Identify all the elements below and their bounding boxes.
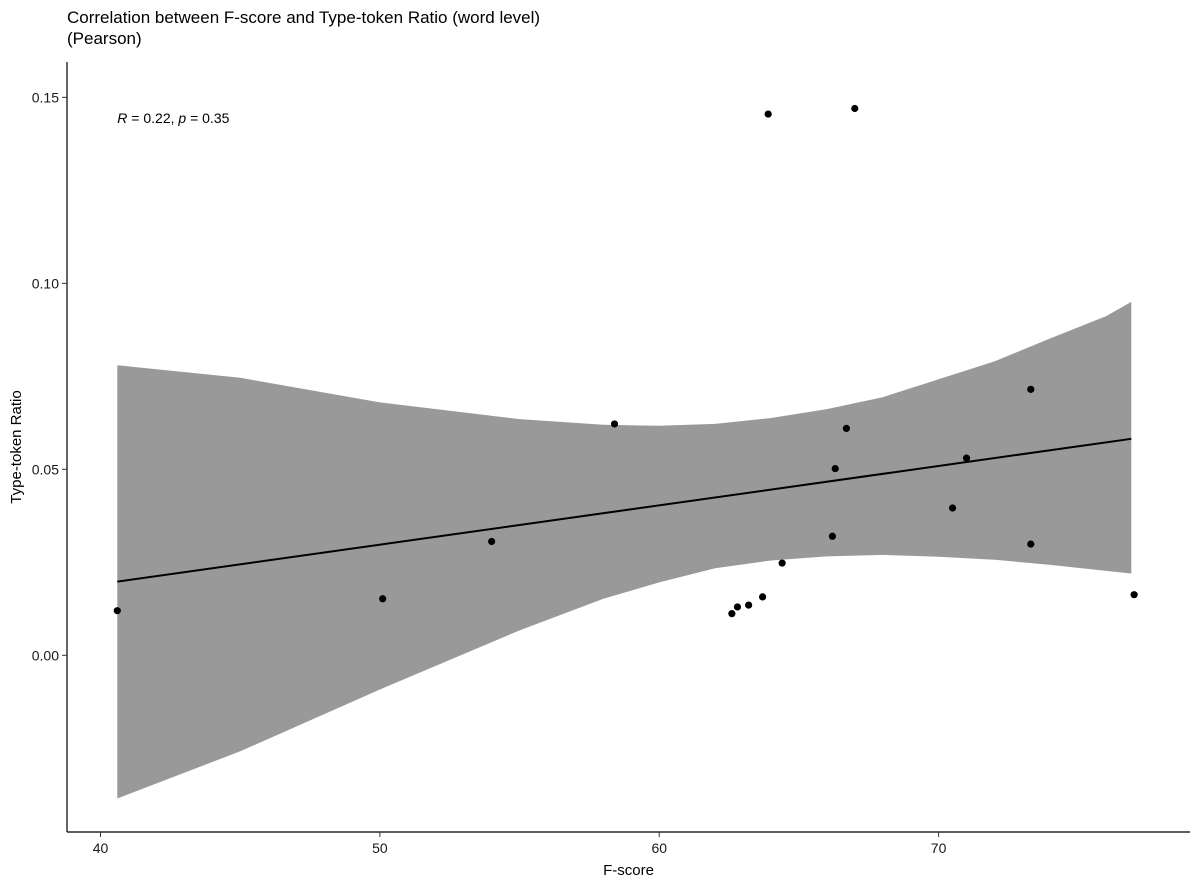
axes-layer <box>66 62 1190 833</box>
data-point <box>764 110 772 118</box>
confidence-band-layer <box>117 301 1132 799</box>
data-point <box>758 593 767 601</box>
data-point <box>113 607 121 615</box>
data-point <box>610 420 619 428</box>
data-point <box>851 104 859 113</box>
data-point <box>1130 591 1138 599</box>
x-axis-title: F-score <box>603 862 654 879</box>
data-point <box>745 601 753 609</box>
data-point <box>733 603 742 611</box>
data-point <box>831 464 839 473</box>
x-tick-label: 40 <box>93 840 109 856</box>
data-point <box>1027 385 1035 393</box>
data-point <box>488 537 496 546</box>
ticks-layer: 40 50 60 70 0.00 0.05 0.10 0.15 <box>32 89 947 856</box>
data-point <box>948 504 957 512</box>
y-axis-title: Type-token Ratio <box>8 390 25 503</box>
x-tick-label: 50 <box>372 840 388 856</box>
chart-title: Correlation between F-score and Type-tok… <box>67 8 541 27</box>
data-points-layer <box>113 104 1138 618</box>
regression-line <box>117 437 1132 583</box>
y-tick-label: 0.00 <box>32 647 59 663</box>
regression-line-layer <box>117 437 1132 583</box>
data-point <box>379 595 387 603</box>
annotation-p-label: p <box>177 110 186 126</box>
annotation-p-value: = 0.35 <box>186 110 229 126</box>
confidence-band <box>117 301 1132 799</box>
y-tick-label: 0.15 <box>32 89 59 105</box>
chart-subtitle: (Pearson) <box>67 29 142 48</box>
y-tick-label: 0.10 <box>32 275 59 291</box>
x-tick-label: 70 <box>931 840 947 856</box>
data-point <box>828 532 837 540</box>
data-point <box>1027 540 1035 548</box>
chart-title-block: Correlation between F-score and Type-tok… <box>67 7 540 49</box>
annotation-r-value: = 0.22, <box>127 110 178 126</box>
data-point <box>728 610 736 618</box>
y-tick-label: 0.05 <box>32 461 59 477</box>
data-point <box>842 424 850 433</box>
x-tick-label: 60 <box>651 840 667 856</box>
data-point <box>962 454 971 462</box>
annotation-r-label: R <box>117 110 127 126</box>
data-point <box>778 559 786 567</box>
correlation-annotation: R = 0.22, p = 0.35 <box>117 110 229 126</box>
